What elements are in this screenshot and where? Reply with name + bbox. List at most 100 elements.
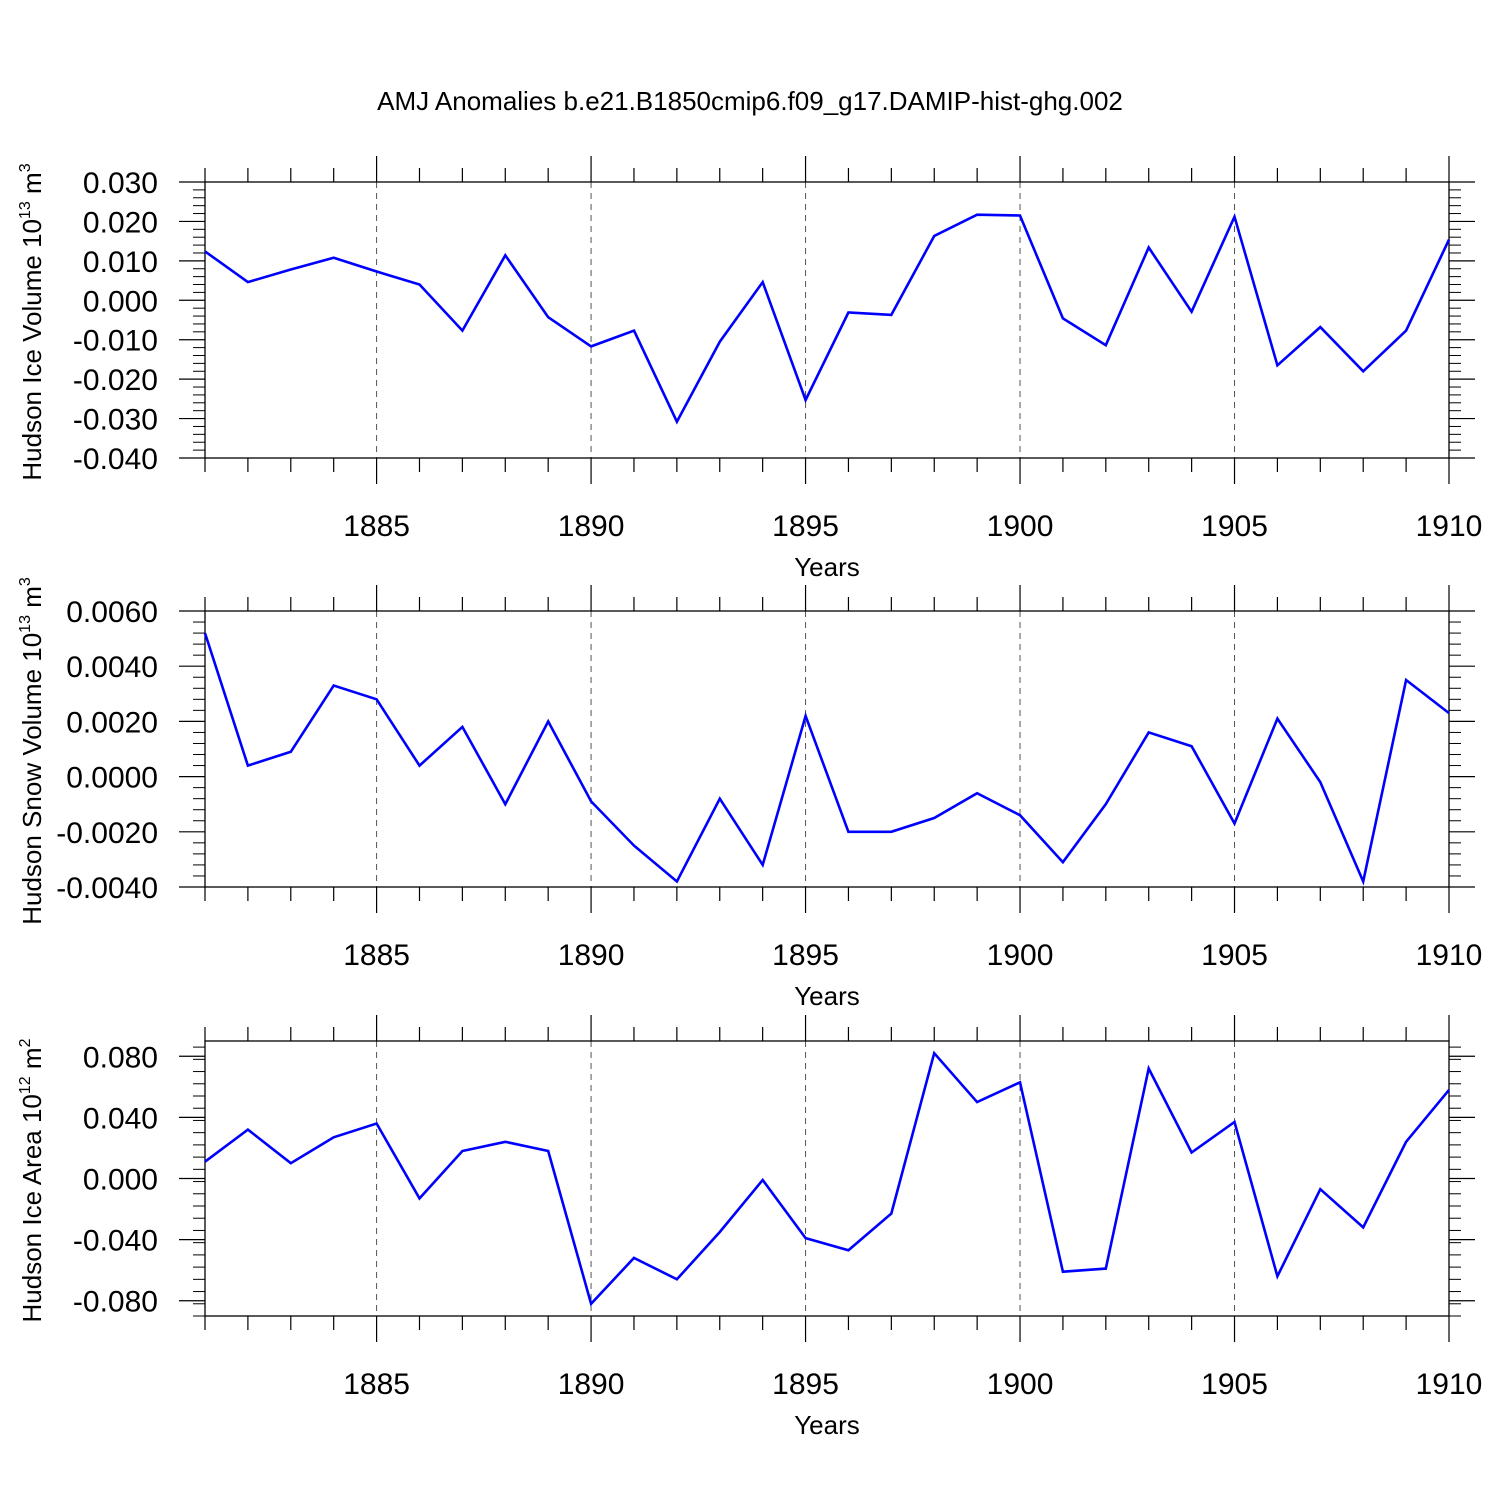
- data-point: [761, 280, 765, 284]
- data-point: [246, 1128, 250, 1132]
- data-point: [203, 631, 207, 635]
- data-point: [1447, 238, 1451, 242]
- data-point: [675, 1277, 679, 1281]
- y-tick-label: -0.0040: [56, 872, 158, 905]
- data-point: [246, 764, 250, 768]
- x-tick-label: 1890: [558, 510, 625, 543]
- data-point: [203, 1160, 207, 1164]
- data-point: [1361, 879, 1365, 883]
- data-point: [1318, 325, 1322, 329]
- data-point: [1061, 1270, 1065, 1274]
- data-point: [761, 1178, 765, 1182]
- data-point: [1233, 1120, 1237, 1124]
- data-point: [804, 714, 808, 718]
- data-point: [632, 1256, 636, 1260]
- x-tick-label: 1895: [772, 510, 839, 543]
- data-point: [1018, 214, 1022, 218]
- y-tick-label: -0.040: [73, 443, 158, 476]
- data-point: [503, 802, 507, 806]
- x-tick-label: 1905: [1201, 1368, 1268, 1401]
- data-point: [546, 315, 550, 319]
- y-tick-label: -0.010: [73, 325, 158, 358]
- y-tick-label: 0.0000: [66, 762, 158, 795]
- data-point: [718, 1230, 722, 1234]
- y-axis-label: Hudson Ice Volume 1013 m3: [17, 163, 47, 480]
- y-axis-label-main: Hudson Ice Volume 10: [17, 219, 47, 481]
- ice-area-panel: -0.080 -0.040 0.000 0.040 0.080 1885 1890 1895 1…: [17, 1015, 1482, 1440]
- y-tick-label: 0.010: [83, 246, 158, 279]
- data-point: [332, 1135, 336, 1139]
- y-axis-label-main: Hudson Ice Area 10: [17, 1094, 47, 1322]
- data-point: [246, 280, 250, 284]
- data-point: [1447, 711, 1451, 715]
- y-axis-label-unit-exponent: 2: [17, 1038, 34, 1047]
- y-tick-label: 0.020: [83, 206, 158, 239]
- data-point: [1361, 1225, 1365, 1229]
- data-point: [503, 1140, 507, 1144]
- data-point: [332, 684, 336, 688]
- y-tick-label: 0.000: [83, 1164, 158, 1197]
- y-axis-label-main: Hudson Snow Volume 10: [17, 633, 47, 925]
- data-point: [761, 863, 765, 867]
- data-point: [675, 420, 679, 424]
- data-point: [889, 830, 893, 834]
- ice-volume-panel: -0.040 -0.030 -0.020 -0.010 0.000 0.010 0.020 0…: [17, 156, 1482, 582]
- data-point: [632, 844, 636, 848]
- data-point: [1361, 369, 1365, 373]
- data-point: [589, 1302, 593, 1306]
- y-axis-label-unit-exponent: 3: [17, 577, 34, 586]
- y-axis-label: Hudson Ice Area 1012 m2: [17, 1038, 47, 1322]
- data-point: [460, 329, 464, 333]
- x-tick-label: 1895: [772, 939, 839, 972]
- data-point: [846, 830, 850, 834]
- data-point: [932, 234, 936, 238]
- y-axis-label-exponent: 13: [17, 615, 34, 633]
- y-tick-label: 0.040: [83, 1102, 158, 1135]
- data-point: [1275, 1274, 1279, 1278]
- data-point: [546, 1149, 550, 1153]
- y-tick-label: 0.0040: [66, 651, 158, 684]
- plot-frame: [204, 181, 1450, 459]
- data-point: [632, 329, 636, 333]
- y-tick-label: 0.000: [83, 285, 158, 318]
- x-tick-label: 1890: [558, 1368, 625, 1401]
- data-point: [203, 249, 207, 253]
- y-tick-label: 0.0060: [66, 596, 158, 629]
- data-point: [804, 1236, 808, 1240]
- data-point: [417, 1196, 421, 1200]
- data-point: [1147, 245, 1151, 249]
- x-axis-label: Years: [794, 981, 860, 1011]
- data-point: [375, 697, 379, 701]
- x-tick-label: 1905: [1201, 510, 1268, 543]
- x-tick-label: 1910: [1416, 939, 1483, 972]
- data-point: [1061, 316, 1065, 320]
- data-point: [1018, 1080, 1022, 1084]
- data-point: [1018, 813, 1022, 817]
- x-tick-label: 1910: [1416, 510, 1483, 543]
- data-point: [1275, 363, 1279, 367]
- data-point: [804, 398, 808, 402]
- data-point: [718, 797, 722, 801]
- x-tick-label: 1900: [987, 1368, 1054, 1401]
- data-point: [1104, 802, 1108, 806]
- data-point: [1104, 343, 1108, 347]
- figure-title: AMJ Anomalies b.e21.B1850cmip6.f09_g17.D…: [377, 86, 1123, 116]
- x-tick-label: 1890: [558, 939, 625, 972]
- series-line: [203, 632, 1450, 886]
- data-point: [1318, 780, 1322, 784]
- data-point: [460, 725, 464, 729]
- data-point: [975, 791, 979, 795]
- data-point: [375, 1122, 379, 1126]
- plot-frame: [204, 610, 1450, 888]
- data-point: [1104, 1267, 1108, 1271]
- data-point: [889, 313, 893, 317]
- y-axis-label-unit: m: [17, 1047, 47, 1076]
- data-point: [846, 1248, 850, 1252]
- y-tick-label: -0.040: [73, 1225, 158, 1258]
- data-point: [1190, 744, 1194, 748]
- data-point: [675, 879, 679, 883]
- x-tick-label: 1885: [343, 1368, 410, 1401]
- data-point: [589, 799, 593, 803]
- y-axis-label-unit: m: [17, 172, 47, 201]
